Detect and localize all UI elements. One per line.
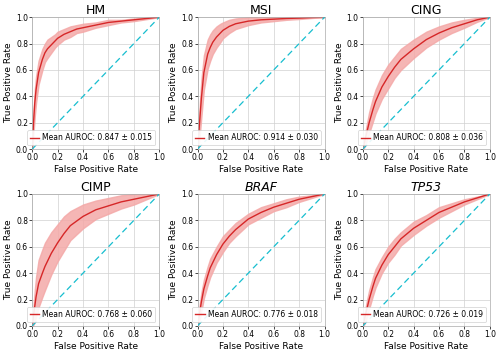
- Title: HM: HM: [86, 4, 106, 17]
- Y-axis label: True Positive Rate: True Positive Rate: [334, 43, 344, 124]
- Y-axis label: True Positive Rate: True Positive Rate: [170, 43, 178, 124]
- Legend: Mean AUROC: 0.768 ± 0.060: Mean AUROC: 0.768 ± 0.060: [27, 307, 156, 322]
- X-axis label: False Positive Rate: False Positive Rate: [54, 165, 138, 174]
- Title: MSI: MSI: [250, 4, 272, 17]
- Title: CING: CING: [410, 4, 442, 17]
- X-axis label: False Positive Rate: False Positive Rate: [384, 342, 468, 351]
- Legend: Mean AUROC: 0.847 ± 0.015: Mean AUROC: 0.847 ± 0.015: [27, 130, 156, 145]
- Legend: Mean AUROC: 0.914 ± 0.030: Mean AUROC: 0.914 ± 0.030: [192, 130, 320, 145]
- Title: BRAF: BRAF: [244, 181, 278, 194]
- X-axis label: False Positive Rate: False Positive Rate: [219, 342, 303, 351]
- X-axis label: False Positive Rate: False Positive Rate: [384, 165, 468, 174]
- Title: CIMP: CIMP: [80, 181, 111, 194]
- Legend: Mean AUROC: 0.726 ± 0.019: Mean AUROC: 0.726 ± 0.019: [358, 307, 486, 322]
- Legend: Mean AUROC: 0.808 ± 0.036: Mean AUROC: 0.808 ± 0.036: [358, 130, 486, 145]
- X-axis label: False Positive Rate: False Positive Rate: [219, 165, 303, 174]
- Legend: Mean AUROC: 0.776 ± 0.018: Mean AUROC: 0.776 ± 0.018: [192, 307, 320, 322]
- Y-axis label: True Positive Rate: True Positive Rate: [170, 220, 178, 300]
- Title: TP53: TP53: [411, 181, 442, 194]
- Y-axis label: True Positive Rate: True Positive Rate: [334, 220, 344, 300]
- Y-axis label: True Positive Rate: True Positive Rate: [4, 43, 13, 124]
- Y-axis label: True Positive Rate: True Positive Rate: [4, 220, 13, 300]
- X-axis label: False Positive Rate: False Positive Rate: [54, 342, 138, 351]
